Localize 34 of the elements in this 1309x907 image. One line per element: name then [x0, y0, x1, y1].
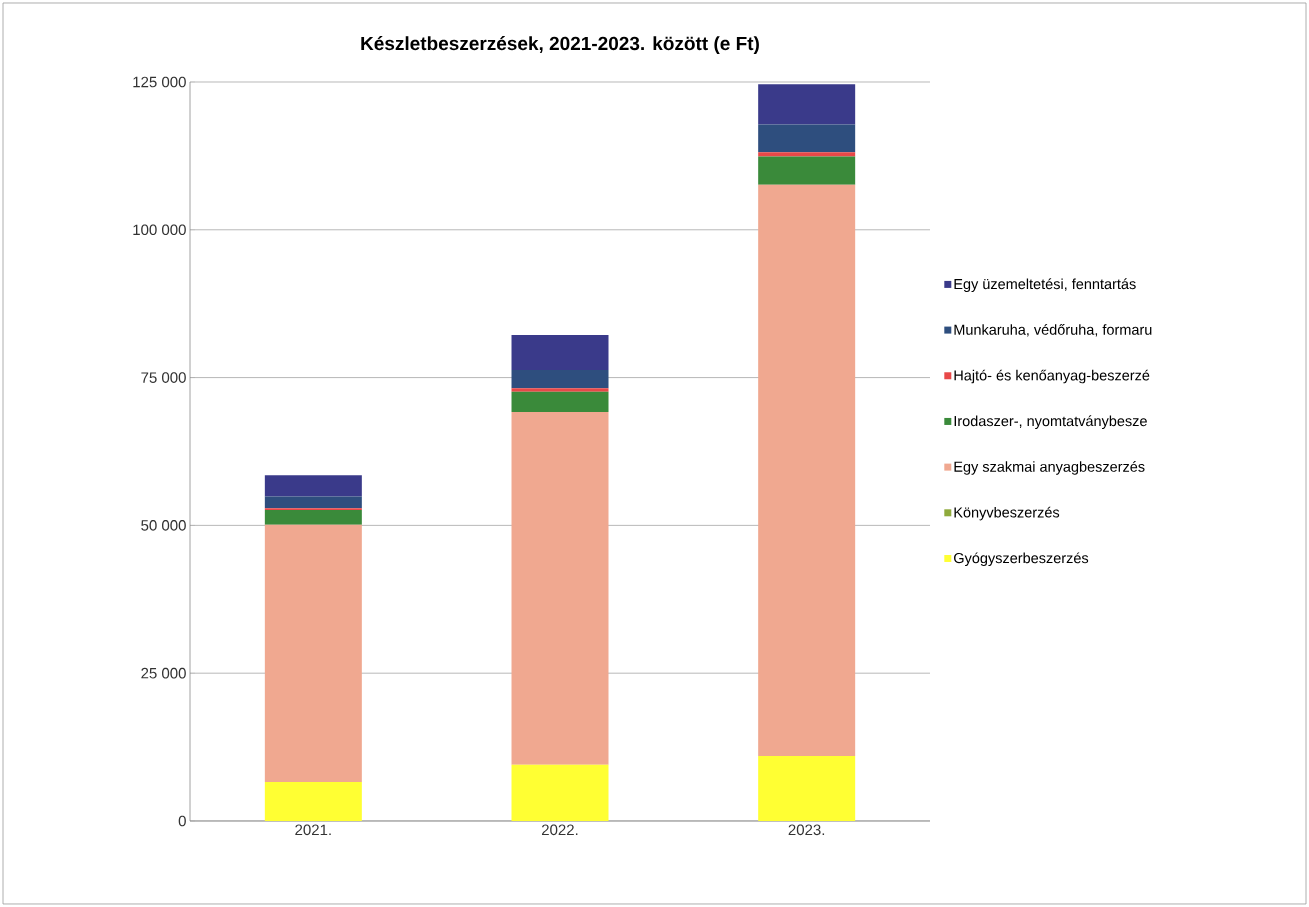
bar	[511, 388, 609, 392]
x-tick-label: 2023.	[788, 824, 825, 836]
legend-label: Egy üzemeltetési, fenntartás	[954, 278, 1136, 293]
legend-label: Könyvbeszerzés	[954, 506, 1060, 521]
y-tick-label: 0	[178, 815, 186, 827]
legend-label: Irodaszer-, nyomtatványbesze	[954, 415, 1147, 430]
bar	[264, 524, 362, 782]
x-tick-label: 2022.	[541, 824, 578, 836]
y-tick-label: 125 000	[133, 76, 186, 88]
bar	[758, 84, 856, 125]
y-tick-label: 25 000	[141, 667, 186, 679]
legend-label: Hajtó- és kenőanyag-beszerzé	[954, 369, 1150, 384]
bar	[264, 510, 362, 525]
bar	[511, 335, 609, 370]
bar	[758, 755, 856, 821]
bar	[264, 781, 362, 821]
bar	[758, 152, 856, 157]
legend-label: Munkaruha, védőruha, formaru	[954, 324, 1152, 337]
y-tick-label: 75 000	[141, 372, 186, 383]
bar	[264, 496, 362, 509]
y-tick-label: 100 000	[133, 224, 186, 236]
x-tick-label: 2021.	[295, 824, 331, 836]
legend-label: Gyógyszerbeszerzés	[954, 552, 1089, 567]
bar	[758, 124, 856, 153]
bar	[264, 475, 362, 497]
bar	[511, 764, 609, 821]
legend-label: Egy szakmai anyagbeszerzés	[954, 461, 1145, 475]
bar	[511, 369, 609, 389]
bar	[511, 391, 609, 412]
bar	[758, 184, 856, 756]
y-tick-label: 50 000	[141, 520, 186, 531]
bar	[511, 411, 609, 765]
bar	[758, 156, 856, 185]
chart-title: Készletbeszerzések, 2021-2023. között (e Ft)	[361, 36, 759, 54]
